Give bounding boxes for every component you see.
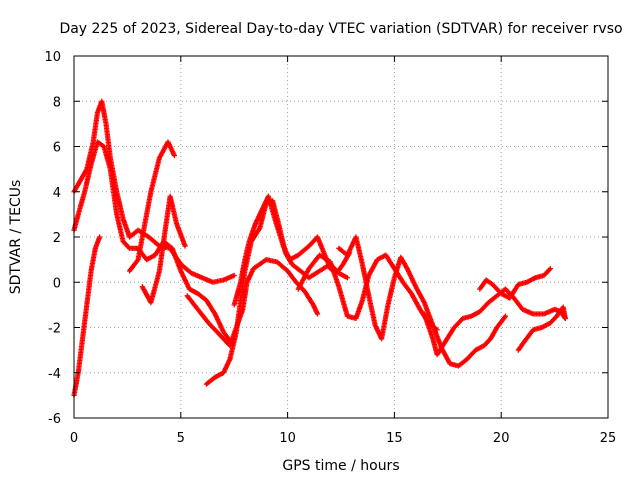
data-point	[171, 152, 177, 159]
x-tick-label: 20	[493, 431, 510, 446]
x-tick-label: 15	[386, 431, 403, 446]
x-tick-label: 0	[70, 431, 78, 446]
y-tick-label: -2	[48, 322, 61, 337]
y-tick-label: 6	[53, 141, 61, 156]
y-tick-label: 8	[53, 95, 61, 110]
series-sat-d	[126, 139, 177, 274]
series-sat-a	[71, 98, 237, 285]
data-point	[182, 243, 188, 249]
data-point	[502, 313, 509, 319]
data-points-layer	[71, 98, 568, 398]
x-tick-label: 5	[177, 431, 185, 446]
series-sat-h	[231, 193, 353, 308]
x-tick-label: 25	[600, 431, 617, 446]
y-tick-label: -4	[48, 367, 61, 382]
data-point	[97, 234, 103, 240]
data-point	[547, 266, 553, 272]
series-sat-c	[71, 234, 103, 398]
grid-layer	[74, 56, 608, 418]
series-sat-e	[139, 193, 188, 306]
y-tick-label: 2	[53, 231, 61, 246]
data-point	[344, 275, 351, 281]
data-point	[314, 311, 321, 317]
y-axis-label: SDTVAR / TECUs	[8, 180, 24, 295]
y-tick-label: -6	[48, 412, 61, 427]
data-point	[562, 315, 568, 322]
series-sat-b	[71, 139, 233, 344]
y-tick-label: 4	[53, 186, 61, 201]
series-sat-m	[515, 304, 568, 353]
series-sat-j	[336, 234, 509, 369]
chart-title: Day 225 of 2023, Sidereal Day-to-day VTE…	[59, 21, 622, 37]
x-axis-label: GPS time / hours	[282, 458, 399, 474]
y-tick-label: 0	[53, 276, 61, 291]
x-tick-label: 10	[279, 431, 296, 446]
y-tick-label: 10	[44, 50, 61, 65]
data-point	[231, 272, 237, 279]
tick-layer: 0 5 10 15 20 25 -6 -4 -2 0 2 4 6 8 10	[44, 50, 616, 446]
series-sat-l	[477, 266, 553, 301]
